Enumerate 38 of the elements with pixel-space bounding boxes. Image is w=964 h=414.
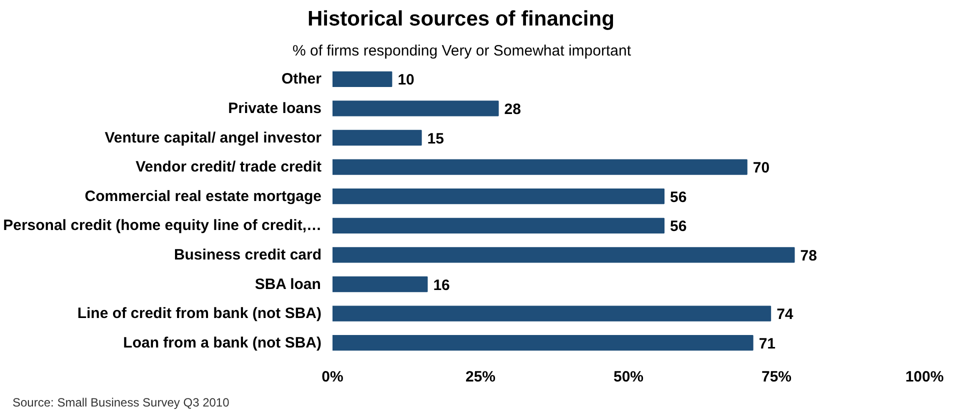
y-tick-label: Venture capital/ angel investor: [104, 129, 322, 146]
x-tick-label: 75%: [761, 368, 792, 386]
y-tick-label: Personal credit (home equity line of credit,…: [3, 217, 322, 234]
y-tick-label: Vendor credit/ trade credit: [136, 158, 322, 176]
data-label: 10: [398, 72, 414, 89]
bar: [332, 276, 428, 292]
y-tick-label: SBA loan: [254, 276, 321, 293]
x-tick-label: 25%: [465, 368, 496, 386]
bar: [332, 71, 392, 87]
chart-subtitle: % of firms responding Very or Somewhat important: [292, 42, 632, 60]
y-tick-label: Loan from a bank (not SBA): [123, 334, 322, 352]
x-tick-label: 0%: [322, 368, 344, 386]
data-label: 28: [504, 100, 521, 118]
bar: [332, 335, 754, 351]
chart-title: Historical sources of financing: [308, 8, 614, 30]
x-tick-label: 50%: [613, 368, 644, 386]
x-tick-label: 100%: [905, 368, 944, 386]
data-label: 16: [433, 276, 450, 294]
data-label: 71: [758, 335, 776, 352]
data-label: 78: [800, 247, 817, 264]
data-label: 70: [752, 160, 770, 177]
y-tick-label: Line of credit from bank (not SBA): [77, 305, 322, 322]
y-tick-label: Commercial real estate mortgage: [84, 188, 322, 205]
bar: [332, 247, 795, 263]
y-tick-label: Private loans: [228, 100, 322, 117]
bar: [332, 130, 422, 146]
data-label: 74: [776, 306, 794, 324]
data-label: 56: [670, 188, 687, 206]
y-tick-label: Other: [281, 70, 322, 88]
bar: [332, 188, 665, 204]
bar: [332, 306, 772, 322]
data-label: 56: [670, 218, 687, 236]
bar: [332, 100, 499, 116]
bar: [332, 218, 665, 234]
y-tick-label: Business credit card: [174, 246, 322, 264]
data-label: 15: [427, 130, 444, 148]
source-note: Source: Small Business Survey Q3 2010: [12, 396, 230, 410]
bar: [332, 159, 748, 175]
